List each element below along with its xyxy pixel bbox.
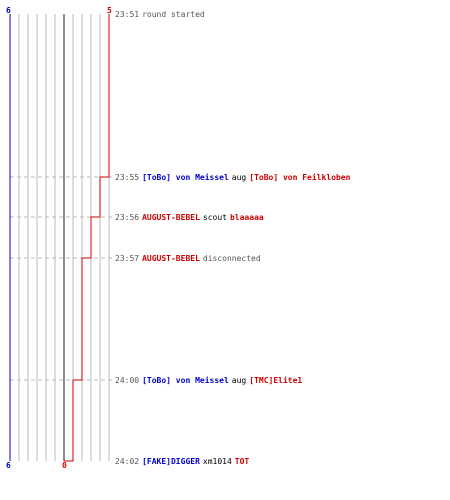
event-row: 23:57 AUGUST-BEBEL disconnected	[115, 254, 264, 264]
event-text: round started	[142, 10, 205, 19]
event-row: 23:55 [ToBo] von Meissel aug [ToBo] von Fei…	[115, 173, 353, 183]
event-text: [TMC]Elite1	[249, 376, 303, 385]
blue-top-count: 6	[6, 6, 11, 15]
blue-bottom-count: 6	[6, 461, 11, 470]
event-row: 23:51 round started	[115, 10, 208, 20]
event-text: blaaaaa	[229, 213, 264, 222]
event-text: [ToBo] von Meissel	[142, 173, 229, 182]
event-text: [ToBo] von Meissel	[142, 376, 229, 385]
event-text: disconnected	[202, 254, 261, 263]
event-text: xm1014	[202, 457, 232, 466]
red-top-count: 5	[107, 6, 112, 15]
event-text: [ToBo] von Feilkloben	[249, 173, 351, 182]
event-text: AUGUST-BEBEL	[142, 213, 200, 222]
event-text: aug	[231, 376, 247, 385]
event-time: 24:02	[115, 457, 140, 466]
event-time: 23:57	[115, 254, 140, 263]
red-team-line	[64, 14, 110, 462]
event-text: AUGUST-BEBEL	[142, 254, 200, 263]
event-time: 23:55	[115, 173, 140, 182]
event-dashed-lines	[10, 176, 112, 381]
red-bottom-count: 0	[62, 461, 67, 470]
event-row: 24:02 [FAKE]DIGGER xm1014 TOT	[115, 457, 252, 467]
event-text: TOT	[234, 457, 250, 466]
event-time: 23:56	[115, 213, 140, 222]
event-time: 24:00	[115, 376, 140, 385]
event-row: 23:56 AUGUST-BEBEL scout blaaaaa	[115, 213, 267, 223]
event-text: scout	[202, 213, 227, 222]
event-time: 23:51	[115, 10, 140, 19]
event-text: [FAKE]DIGGER	[142, 457, 200, 466]
player-grid	[9, 14, 110, 461]
event-row: 24:00 [ToBo] von Meissel aug [TMC]Elite1	[115, 376, 305, 386]
event-text: aug	[231, 173, 247, 182]
